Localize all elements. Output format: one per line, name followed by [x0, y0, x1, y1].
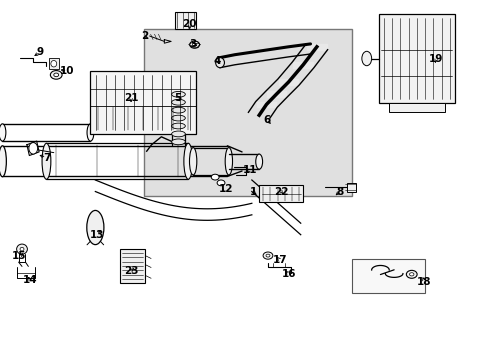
Ellipse shape [0, 146, 6, 177]
Ellipse shape [171, 123, 185, 129]
Text: 4: 4 [213, 56, 221, 66]
Ellipse shape [192, 43, 196, 46]
Ellipse shape [211, 174, 219, 180]
Bar [120, 249, 145, 283]
Text: 18: 18 [416, 276, 431, 287]
Bar [175, 12, 195, 29]
Text: 14: 14 [23, 275, 38, 285]
Ellipse shape [87, 210, 104, 245]
Bar [259, 185, 303, 202]
Ellipse shape [51, 60, 57, 67]
Ellipse shape [171, 99, 185, 105]
FancyBboxPatch shape [351, 259, 425, 293]
Text: 19: 19 [428, 54, 443, 64]
Ellipse shape [263, 252, 272, 259]
Text: 15: 15 [12, 251, 27, 261]
Ellipse shape [171, 91, 185, 97]
Text: 6: 6 [263, 114, 269, 125]
Text: 1: 1 [249, 186, 256, 197]
Text: 2: 2 [141, 31, 147, 41]
Text: 8: 8 [336, 186, 343, 197]
Bar [388, 103, 444, 112]
Bar [346, 183, 355, 192]
Ellipse shape [224, 148, 232, 175]
Ellipse shape [189, 41, 199, 48]
Bar [378, 14, 454, 103]
FancyBboxPatch shape [144, 29, 351, 196]
Ellipse shape [171, 107, 185, 113]
Ellipse shape [409, 273, 413, 276]
Ellipse shape [265, 254, 269, 257]
Text: 20: 20 [182, 19, 197, 30]
Ellipse shape [20, 247, 24, 251]
Ellipse shape [54, 73, 59, 77]
Ellipse shape [171, 115, 185, 121]
Bar [90, 71, 195, 134]
Ellipse shape [50, 71, 62, 79]
Text: 16: 16 [282, 269, 296, 279]
Ellipse shape [215, 58, 224, 68]
Ellipse shape [171, 131, 185, 137]
Text: 7: 7 [42, 153, 50, 163]
Ellipse shape [29, 143, 38, 154]
Text: 23: 23 [123, 266, 138, 276]
Ellipse shape [0, 124, 6, 141]
Ellipse shape [87, 124, 94, 141]
Ellipse shape [406, 270, 416, 278]
Ellipse shape [17, 244, 27, 254]
Text: 21: 21 [123, 93, 138, 103]
Ellipse shape [189, 148, 196, 175]
Text: 13: 13 [89, 230, 104, 240]
Text: 22: 22 [273, 186, 288, 197]
Text: 17: 17 [272, 255, 286, 265]
Ellipse shape [217, 180, 224, 186]
Text: 12: 12 [218, 184, 233, 194]
Text: 9: 9 [37, 47, 43, 57]
Ellipse shape [42, 143, 51, 179]
Ellipse shape [361, 51, 371, 66]
Text: 3: 3 [189, 39, 196, 49]
Ellipse shape [171, 139, 185, 145]
Text: 5: 5 [174, 93, 181, 103]
Bar [49, 58, 59, 69]
Text: 11: 11 [243, 165, 257, 175]
Text: 10: 10 [60, 66, 75, 76]
Ellipse shape [183, 143, 192, 179]
Ellipse shape [255, 154, 262, 169]
